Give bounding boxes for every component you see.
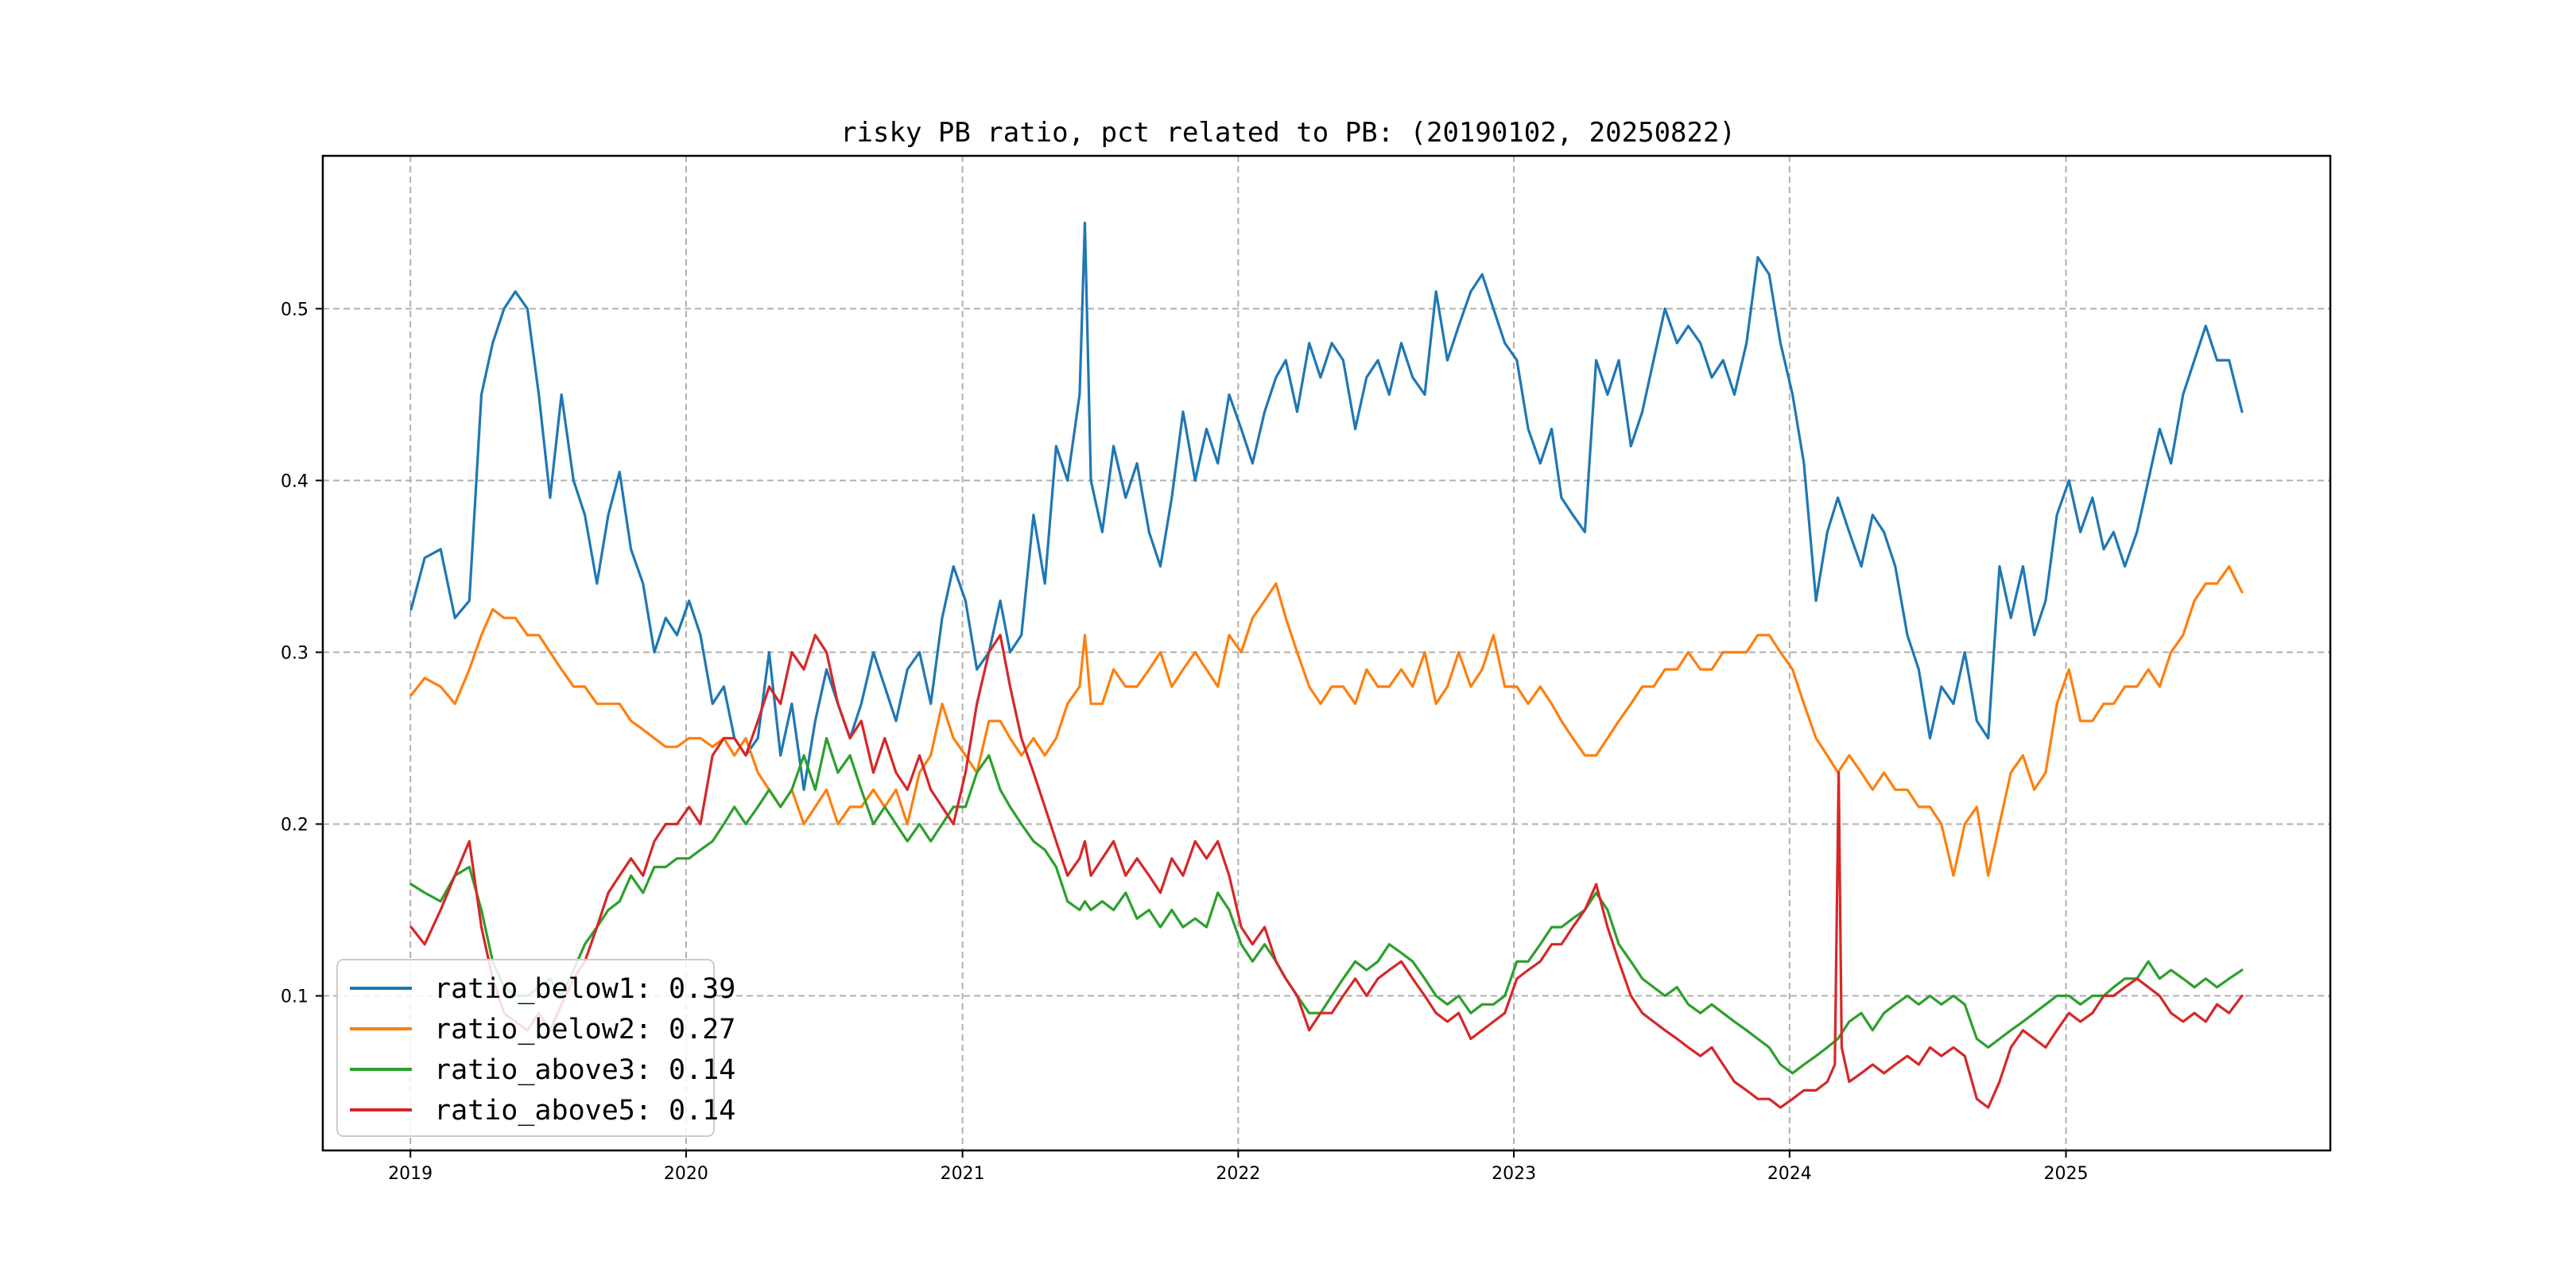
chart-title: risky PB ratio, pct related to PB: (2019… [840,117,1736,149]
x-tick-label: 2019 [388,1164,433,1184]
legend-label: ratio_above5: 0.14 [434,1095,735,1127]
x-tick-label: 2022 [1216,1164,1260,1184]
series-line-1 [409,221,2244,791]
series-line-4 [409,634,2244,1109]
x-tick-label: 2020 [664,1164,708,1184]
legend-label: ratio_above3: 0.14 [434,1054,735,1086]
x-tick-label: 2025 [2044,1164,2089,1184]
legend: ratio_below1: 0.39 ratio_below2: 0.27 rati… [336,959,735,1137]
x-tick-label: 2021 [941,1164,985,1184]
y-tick-label: 0.1 [281,987,308,1007]
axis-ticks: 2019 2020 2021 2022 2023 2024 2025 0.1 0.2 0.3 0.4… [281,300,2089,1184]
y-tick-label: 0.2 [281,815,308,835]
y-tick-label: 0.5 [281,300,308,320]
y-tick-label: 0.4 [281,471,308,491]
series-line-2 [409,564,2244,877]
legend-box [336,959,715,1137]
plot-series [409,221,2244,1109]
y-tick-label: 0.3 [281,643,308,663]
x-tick-label: 2023 [1492,1164,1536,1184]
legend-label: ratio_below1: 0.39 [434,973,735,1005]
series-line-3 [409,736,2244,1075]
x-tick-label: 2024 [1767,1164,1812,1184]
legend-label: ratio_below2: 0.27 [434,1014,735,1046]
plot-area-frame [321,154,2332,1152]
